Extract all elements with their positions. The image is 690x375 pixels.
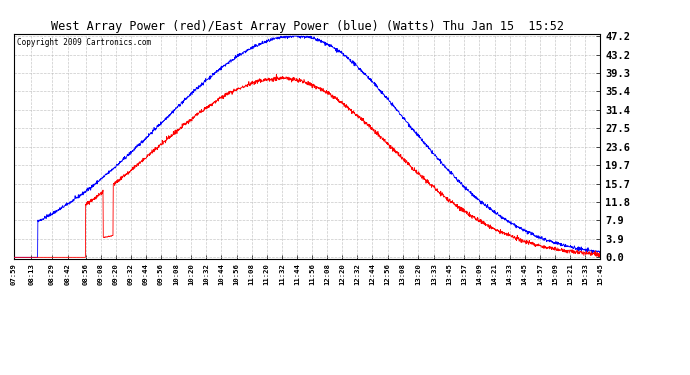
Title: West Array Power (red)/East Array Power (blue) (Watts) Thu Jan 15  15:52: West Array Power (red)/East Array Power …	[50, 20, 564, 33]
Text: Copyright 2009 Cartronics.com: Copyright 2009 Cartronics.com	[17, 38, 151, 47]
